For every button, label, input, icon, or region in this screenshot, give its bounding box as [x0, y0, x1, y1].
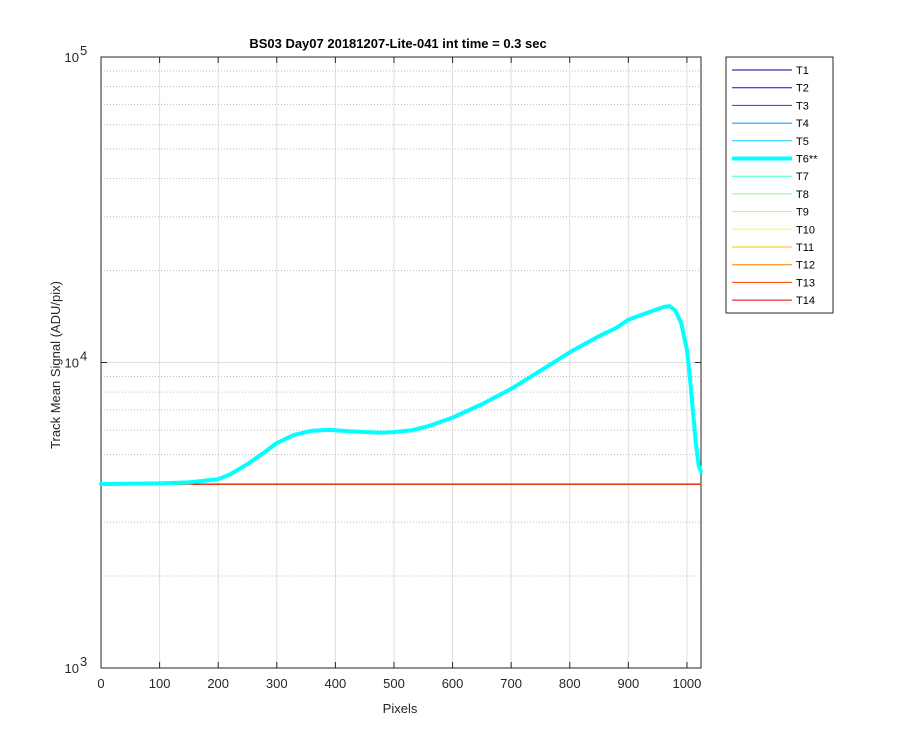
legend-label-T14: T14: [796, 295, 815, 307]
legend-label-T11: T11: [796, 242, 814, 254]
y-tick-label: 10: [65, 356, 79, 371]
x-tick-label: 200: [207, 676, 229, 691]
legend-label-T10: T10: [796, 224, 815, 236]
legend: T1 T2 T3 T4 T5 T6** T7 T8 T9 T10 T11 T12 T13 T14: [725, 56, 834, 314]
x-tick-label: 700: [500, 676, 522, 691]
y-tick-label: 10: [65, 661, 79, 676]
y-tick-label: 10: [65, 50, 79, 65]
x-tick-label: 1000: [672, 676, 701, 691]
x-tick-label: 400: [325, 676, 347, 691]
x-tick-label: 900: [617, 676, 639, 691]
legend-label-T1: T1: [796, 65, 809, 77]
y-axis-label: Track Mean Signal (ADU/pix): [48, 281, 63, 449]
legend-label-T5: T5: [796, 136, 809, 148]
legend-label-T7: T7: [796, 171, 809, 183]
legend-label-T6: T6**: [796, 154, 818, 166]
legend-box: [725, 56, 834, 314]
y-tick-exponent: 5: [80, 43, 87, 58]
series-line-T6: [99, 304, 703, 487]
x-tick-label: 0: [97, 676, 104, 691]
grid: [101, 57, 701, 668]
legend-label-T2: T2: [796, 83, 809, 95]
x-tick-label: 100: [149, 676, 171, 691]
chart-title: BS03 Day07 20181207-Lite-041 int time = …: [249, 36, 546, 51]
x-tick-label: 800: [559, 676, 581, 691]
legend-label-T8: T8: [796, 189, 809, 201]
legend-label-T12: T12: [796, 260, 815, 272]
x-tick-label: 600: [442, 676, 464, 691]
y-tick-exponent: 3: [80, 654, 87, 669]
y-tick-exponent: 4: [80, 349, 87, 364]
legend-label-T13: T13: [796, 277, 815, 289]
x-axis-ticks: 0 100 200 300 400 500 600 700 800 900 1000: [97, 57, 701, 691]
legend-label-T9: T9: [796, 207, 809, 219]
legend-entries: T1 T2 T3 T4 T5 T6** T7 T8 T9 T10 T11 T12 T13 T14: [732, 65, 818, 307]
series-lines: [99, 304, 703, 487]
x-axis-label: Pixels: [383, 701, 418, 716]
x-tick-label: 300: [266, 676, 288, 691]
x-tick-label: 500: [383, 676, 405, 691]
legend-label-T3: T3: [796, 100, 809, 112]
legend-label-T4: T4: [796, 118, 809, 130]
